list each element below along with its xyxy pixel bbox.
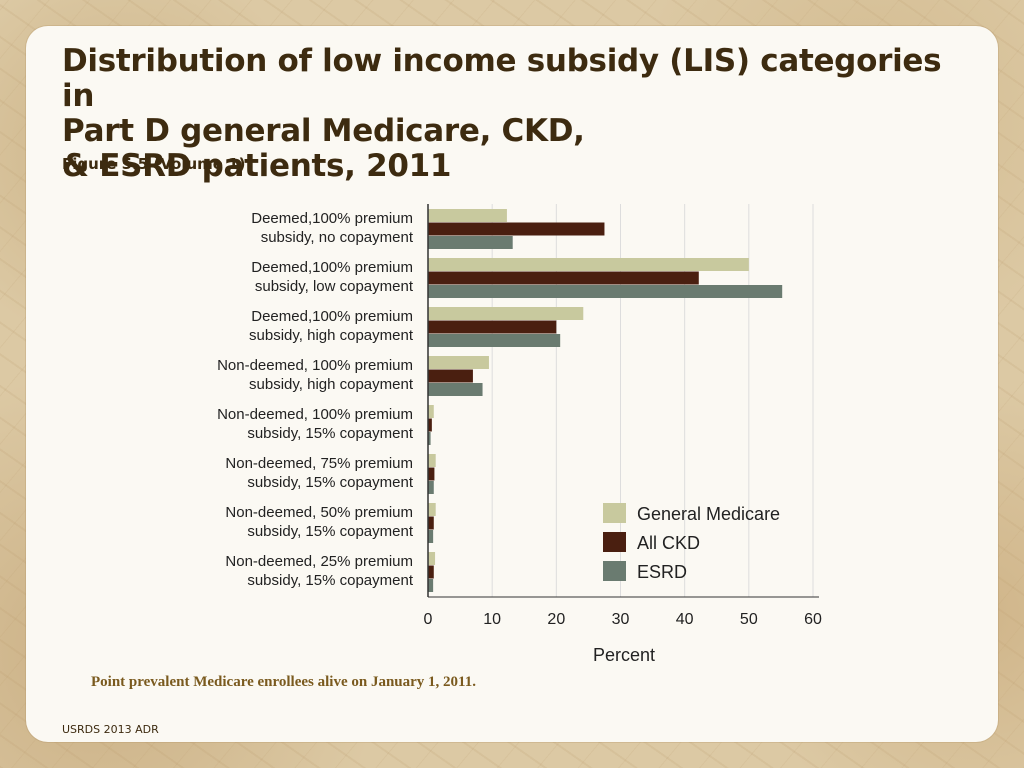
bar-all-ckd-7 [428, 516, 434, 530]
x-tick-label-0: 0 [424, 611, 433, 628]
legend-swatch-esrd [603, 561, 626, 581]
bar-general-medicare-5 [428, 405, 434, 418]
bar-general-medicare-1 [428, 209, 507, 222]
bar-general-medicare-8 [428, 552, 436, 565]
title-line-1: Distribution of low income subsidy (LIS)… [62, 43, 942, 114]
bar-esrd-4 [428, 383, 483, 396]
title-line-3: & ESRD patients, 2011 [62, 148, 452, 184]
bar-esrd-3 [428, 334, 561, 347]
figure-subtitle: Figure 5.5 (Volume 1) [62, 155, 246, 173]
category-label-1-line-1: Deemed,100% premium [251, 210, 413, 227]
x-axis-title: Percent [593, 645, 655, 665]
bar-esrd-6 [428, 481, 434, 494]
category-label-6-line-2: subsidy, 15% copayment [247, 474, 413, 491]
legend-swatch-general-medicare [603, 503, 626, 523]
category-label-2-line-1: Deemed,100% premium [251, 259, 413, 276]
category-label-7-line-1: Non-deemed, 50% premium [225, 504, 413, 521]
title-line-2: Part D general Medicare, CKD, [62, 113, 585, 149]
bar-all-ckd-4 [428, 369, 473, 383]
category-label-1-line-2: subsidy, no copayment [261, 229, 414, 246]
legend-label-esrd: ESRD [637, 562, 687, 582]
category-label-2-line-2: subsidy, low copayment [255, 278, 414, 295]
bar-all-ckd-5 [428, 418, 432, 432]
slide-title: Distribution of low income subsidy (LIS)… [62, 44, 982, 184]
category-label-8-line-1: Non-deemed, 25% premium [225, 553, 413, 570]
category-label-6-line-1: Non-deemed, 75% premium [225, 455, 413, 472]
bar-general-medicare-4 [428, 356, 489, 369]
category-label-7-line-2: subsidy, 15% copayment [247, 523, 413, 540]
footer-source: USRDS 2013 ADR [62, 723, 159, 736]
bar-all-ckd-6 [428, 467, 435, 481]
bar-all-ckd-8 [428, 565, 434, 579]
x-tick-label-50: 50 [740, 611, 758, 628]
x-tick-label-40: 40 [676, 611, 694, 628]
bar-general-medicare-2 [428, 258, 749, 271]
category-label-3-line-1: Deemed,100% premium [251, 308, 413, 325]
x-tick-label-20: 20 [547, 611, 565, 628]
category-label-8-line-2: subsidy, 15% copayment [247, 572, 413, 589]
bar-general-medicare-6 [428, 454, 436, 467]
legend-label-general-medicare: General Medicare [637, 504, 780, 524]
category-label-4-line-2: subsidy, high copayment [249, 376, 414, 393]
bar-esrd-5 [428, 432, 431, 445]
x-tick-label-30: 30 [612, 611, 630, 628]
category-label-5-line-2: subsidy, 15% copayment [247, 425, 413, 442]
category-label-4-line-1: Non-deemed, 100% premium [217, 357, 413, 374]
category-label-5-line-1: Non-deemed, 100% premium [217, 406, 413, 423]
bar-esrd-2 [428, 285, 783, 298]
bar-esrd-1 [428, 236, 513, 249]
bar-general-medicare-7 [428, 503, 436, 516]
category-label-3-line-2: subsidy, high copayment [249, 327, 414, 344]
bar-esrd-7 [428, 530, 434, 543]
legend-label-all-ckd: All CKD [637, 533, 700, 553]
legend-swatch-all-ckd [603, 532, 626, 552]
bar-all-ckd-3 [428, 320, 557, 334]
x-tick-label-10: 10 [483, 611, 501, 628]
bar-all-ckd-1 [428, 222, 605, 236]
bar-esrd-8 [428, 579, 434, 592]
figure-note: Point prevalent Medicare enrollees alive… [91, 674, 476, 690]
slide-panel: Distribution of low income subsidy (LIS)… [26, 26, 998, 742]
x-tick-label-60: 60 [804, 611, 822, 628]
bar-all-ckd-2 [428, 271, 699, 285]
bar-general-medicare-3 [428, 307, 584, 320]
